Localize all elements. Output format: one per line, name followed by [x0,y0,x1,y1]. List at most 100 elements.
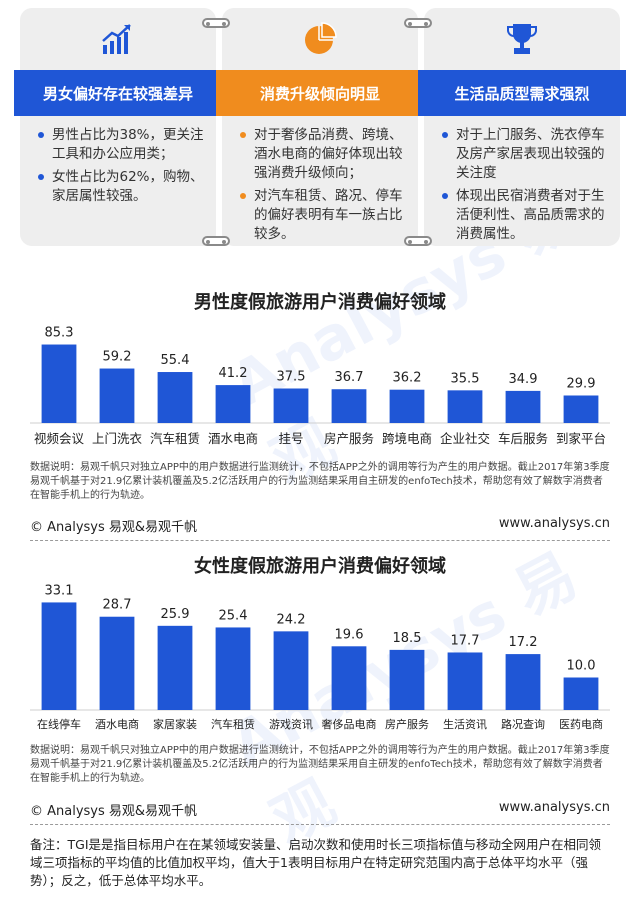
data-note: 数据说明：易观千帆只对独立APP中的用户数据进行监测统计，不包括APP之外的调用… [30,462,610,501]
bar-chart-female: 33.1 在线停车 28.7 酒水电商 25.9 家居家装 25.4 汽车租赁 24.2 游戏资讯… [30,583,610,731]
copyright-text: © Analysys 易观&易观千帆 [30,520,198,535]
summary-cards: 男女偏好存在较强差异 男性占比为38%，更关注工具和办公应用类； 女性占比为62… [0,0,640,282]
data-label: 34.9 [509,372,538,387]
card-bullets: 对于上门服务、洗衣停车及房产家居表现出较强的关注度 体现出民宿消费者对于生活便利… [442,126,610,248]
list-item: 对于上门服务、洗衣停车及房产家居表现出较强的关注度 [442,126,610,183]
tick-label: 汽车租赁 [211,717,255,731]
bar-酒水电商 [215,385,251,423]
list-item: 体现出民宿消费者对于生活便利性、高品质需求的消费属性。 [442,187,610,244]
bar-汽车租赁 [157,372,193,423]
tick-label: 在线停车 [37,717,81,731]
tick-label: 上门洗衣 [92,431,143,446]
source-row: © Analysys 易观&易观千帆 www.analysys.cn [30,800,610,819]
bullet-dot-icon [442,132,448,138]
data-label: 25.9 [161,607,190,622]
data-label: 18.5 [393,631,422,646]
bar-上门洗衣 [99,368,135,423]
bullet-text: 对汽车租赁、路况、停车的偏好表明有车一族占比较多。 [254,188,403,242]
bar-生活资讯 [447,652,483,710]
bar-到家平台 [563,395,599,423]
tick-label: 视频会议 [34,431,85,446]
data-label: 17.7 [451,633,480,648]
tick-label: 房产服务 [385,717,429,731]
data-label: 36.7 [335,370,364,385]
card-bullets: 男性占比为38%，更关注工具和办公应用类； 女性占比为62%，购物、家居属性较强… [38,126,206,210]
tick-label: 奢侈品电商 [322,717,377,731]
bullet-dot-icon [38,132,44,138]
data-label: 19.6 [335,627,364,642]
chain-link-icon [202,236,230,246]
data-label: 24.2 [277,612,306,627]
pie-chart-icon [222,16,418,62]
data-label: 29.9 [567,376,596,391]
tick-label: 车后服务 [498,431,548,446]
bar-跨境电商 [389,389,425,423]
list-item: 对于奢侈品消费、跨境、酒水电商的偏好体现出较强消费升级倾向； [240,126,408,183]
chain-link-icon [404,236,432,246]
tick-label: 汽车租赁 [150,431,200,446]
website-link[interactable]: www.analysys.cn [498,800,610,815]
bar-酒水电商 [99,616,135,710]
card-gender-difference: 男女偏好存在较强差异 男性占比为38%，更关注工具和办公应用类； 女性占比为62… [14,8,222,246]
bullet-dot-icon [240,132,246,138]
data-label: 41.2 [219,366,248,381]
bullet-text: 对于奢侈品消费、跨境、酒水电商的偏好体现出较强消费升级倾向； [254,127,403,181]
tick-label: 游戏资讯 [269,718,313,731]
data-label: 59.2 [103,350,132,365]
bar-路况查询 [505,654,541,710]
bullet-dot-icon [442,193,448,199]
card-life-quality: 生活品质型需求强烈 对于上门服务、洗衣停车及房产家居表现出较强的关注度 体现出民… [418,8,626,248]
section-divider [30,540,610,541]
data-label: 37.5 [277,370,306,385]
data-label: 55.4 [161,353,190,368]
bar-医药电商 [563,677,599,710]
chart-title-female: 女性度假旅游用户消费偏好领域 [194,556,446,577]
data-label: 85.3 [45,326,74,341]
data-note: 数据说明：易观千帆只对独立APP中的用户数据进行监测统计，不包括APP之外的调用… [30,745,610,784]
bar-车后服务 [505,390,541,423]
bar-挂号 [273,388,309,423]
bar-房产服务 [331,389,367,423]
tick-label: 挂号 [278,431,303,446]
footnote: 备注：TGI是是指目标用户在在某领域安装量、启动次数和使用时长三项指标值与移动全… [30,837,602,888]
tick-label: 生活资讯 [443,717,487,731]
data-label: 17.2 [509,635,538,650]
list-item: 女性占比为62%，购物、家居属性较强。 [38,168,206,206]
bar-奢侈品电商 [331,646,367,710]
bullet-dot-icon [240,193,246,199]
tick-label: 到家平台 [556,431,606,446]
copyright-text: © Analysys 易观&易观千帆 [30,804,198,819]
source-row: © Analysys 易观&易观千帆 www.analysys.cn [30,516,610,535]
bullet-text: 体现出民宿消费者对于生活便利性、高品质需求的消费属性。 [456,188,605,242]
bar-汽车租赁 [215,627,251,710]
card-title: 男女偏好存在较强差异 [14,70,222,116]
chain-link-icon [202,18,230,28]
tick-label: 酒水电商 [95,717,139,731]
trophy-icon [424,16,620,62]
data-label: 33.1 [45,583,74,598]
list-item: 对汽车租赁、路况、停车的偏好表明有车一族占比较多。 [240,187,408,244]
list-item: 男性占比为38%，更关注工具和办公应用类； [38,126,206,164]
card-title: 生活品质型需求强烈 [418,70,626,116]
card-title: 消费升级倾向明显 [216,70,424,116]
data-label: 25.4 [219,608,248,623]
card-consumption-upgrade: 消费升级倾向明显 对于奢侈品消费、跨境、酒水电商的偏好体现出较强消费升级倾向； … [216,8,424,248]
bar-chart-male: 85.3 视频会议 59.2 上门洗衣 55.4 汽车租赁 41.2 酒水电商 37.5 挂号 36… [30,326,610,446]
tick-label: 路况查询 [501,717,545,731]
bar-游戏资讯 [273,631,309,710]
bullet-text: 对于上门服务、洗衣停车及房产家居表现出较强的关注度 [456,127,605,181]
card-bullets: 对于奢侈品消费、跨境、酒水电商的偏好体现出较强消费升级倾向； 对汽车租赁、路况、… [240,126,408,248]
data-label: 36.2 [393,371,422,386]
bar-在线停车 [41,602,77,710]
bar-房产服务 [389,649,425,710]
tick-label: 家居家装 [153,717,197,731]
website-link[interactable]: www.analysys.cn [498,516,610,531]
bar-视频会议 [41,344,77,423]
tick-label: 房产服务 [324,431,374,446]
bullet-text: 女性占比为62%，购物、家居属性较强。 [52,169,204,204]
data-label: 28.7 [103,598,132,613]
bar-家居家装 [157,625,193,710]
chart-title-male: 男性度假旅游用户消费偏好领域 [194,292,446,313]
tick-label: 企业社交 [440,431,490,446]
growth-chart-icon [20,16,216,62]
